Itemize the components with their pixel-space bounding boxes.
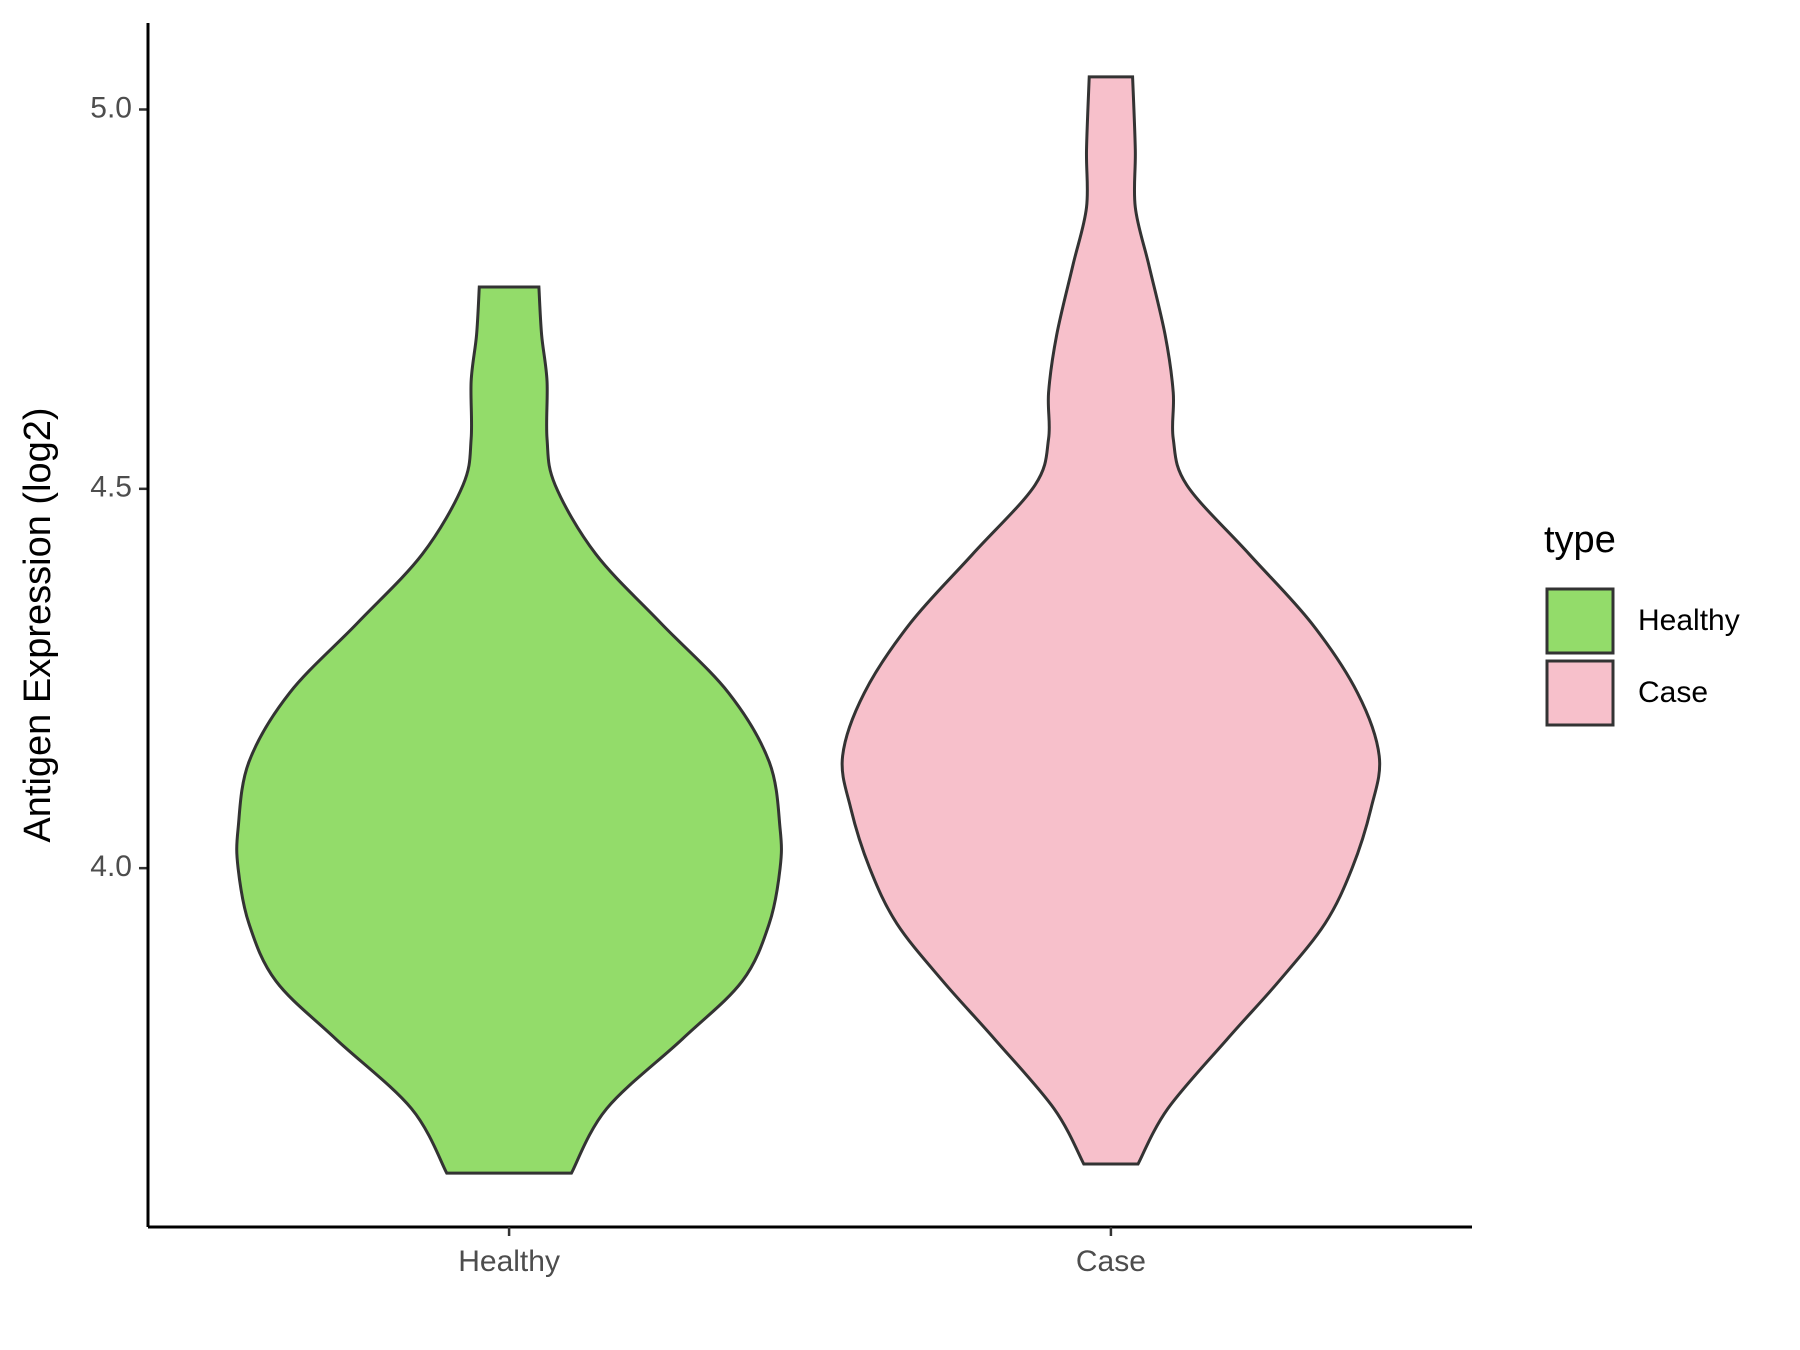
violin — [840, 75, 1382, 1166]
legend-label: Case — [1638, 676, 1708, 709]
y-tick-label: 4.0 — [90, 850, 132, 883]
legend-key — [1545, 587, 1615, 655]
x-tick-label: Case — [1076, 1245, 1146, 1278]
legend-key — [1545, 659, 1615, 727]
legend-label: Healthy — [1638, 604, 1740, 637]
y-tick-label: 4.5 — [90, 471, 132, 504]
violin — [235, 285, 783, 1175]
y-tick-label: 5.0 — [90, 91, 132, 124]
x-tick-label: Healthy — [458, 1245, 560, 1278]
y-axis-title: Antigen Expression (log2) — [17, 407, 59, 842]
legend-title: type — [1544, 519, 1616, 561]
